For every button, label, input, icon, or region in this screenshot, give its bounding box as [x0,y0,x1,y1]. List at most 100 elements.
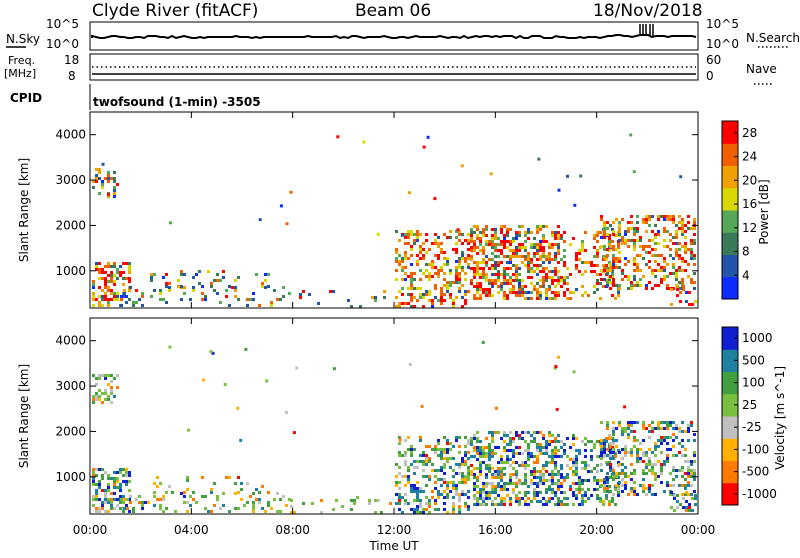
echo-cell [581,294,584,297]
echo-cell [443,272,446,275]
echo-cell [630,221,633,224]
echo-cell [473,455,476,458]
echo-cell [685,500,688,503]
echo-cell [645,245,648,248]
echo-cell [663,460,666,463]
echo-cell [455,296,458,299]
echo-cell [497,243,500,246]
echo-cell [165,507,168,510]
echo-cell [630,239,633,242]
echo-cell [440,448,443,451]
echo-cell [639,236,642,239]
echo-cell [455,472,458,475]
echo-cell [434,502,437,505]
echo-cell [428,272,431,275]
echo-cell [104,498,107,501]
echo-cell [515,255,518,258]
echo-cell [437,242,440,245]
echo-cell [527,446,530,449]
echo-cell [614,297,617,300]
echo-cell [440,266,443,269]
echo-cell [651,466,654,469]
echo-cell [612,281,615,284]
echo-cell [455,439,458,442]
echo-cell [536,231,539,234]
echo-cell [95,180,98,183]
echo-cell [479,464,482,467]
echo-cell [518,452,521,455]
echo-cell [437,299,440,302]
echo-cell [545,258,548,261]
echo-cell [569,446,572,449]
power-y-label: Slant Range [km] [17,158,31,262]
echo-cell [536,297,539,300]
echo-cell [473,467,476,470]
echo-cell [485,225,488,228]
echo-cell [410,448,413,451]
echo-cell [113,180,116,183]
x-tick-label: 00:00 [73,523,108,537]
echo-cell [515,494,518,497]
echo-cell [669,493,672,496]
echo-cell [596,497,599,500]
echo-cell [551,473,554,476]
echo-cell [95,177,98,180]
echo-cell [107,398,110,401]
echo-cell [533,467,536,470]
echo-cell [497,431,500,434]
echo-cell [666,284,669,287]
echo-cell [431,490,434,493]
echo-cell [113,189,116,192]
echo-cell [434,233,437,236]
echo-cell [687,466,690,469]
echo-cell [572,370,576,374]
echo-cell [600,218,603,221]
echo-cell [527,261,530,264]
echo-cell [485,503,488,506]
echo-cell [92,374,95,377]
echo-cell [500,470,503,473]
echo-cell [596,494,599,497]
echo-cell [633,472,636,475]
echo-cell [681,421,684,424]
colorbar-segment [722,232,738,255]
echo-cell [461,296,464,299]
echo-cell [539,297,542,300]
echo-cell [530,434,533,437]
echo-cell [627,275,630,278]
echo-cell [693,454,696,457]
echo-cell [563,249,566,252]
echo-cell [527,491,530,494]
echo-cell [527,291,530,294]
echo-cell [422,469,425,472]
echo-cell [515,452,518,455]
echo-cell [473,249,476,252]
echo-cell [645,215,648,218]
echo-cell [500,479,503,482]
echo-cell [603,236,606,239]
echo-cell [125,483,128,486]
echo-cell [542,479,545,482]
echo-cell [443,472,446,475]
echo-cell [407,466,410,469]
echo-cell [422,254,425,257]
echo-cell [464,299,467,302]
echo-cell [614,264,617,267]
echo-cell [476,467,479,470]
echo-cell [654,275,657,278]
echo-cell [548,440,551,443]
echo-cell [633,481,636,484]
echo-cell [681,278,684,281]
echo-cell [98,192,101,195]
echo-cell [539,476,542,479]
echo-cell [92,474,95,477]
echo-cell [636,215,639,218]
echo-cell [648,245,651,248]
echo-cell [612,448,615,451]
echo-cell [609,281,612,284]
echo-cell [120,298,123,301]
echo-cell [467,451,470,454]
y-tick-label: 4000 [55,334,86,348]
echo-cell [276,492,279,495]
echo-cell [249,495,252,498]
